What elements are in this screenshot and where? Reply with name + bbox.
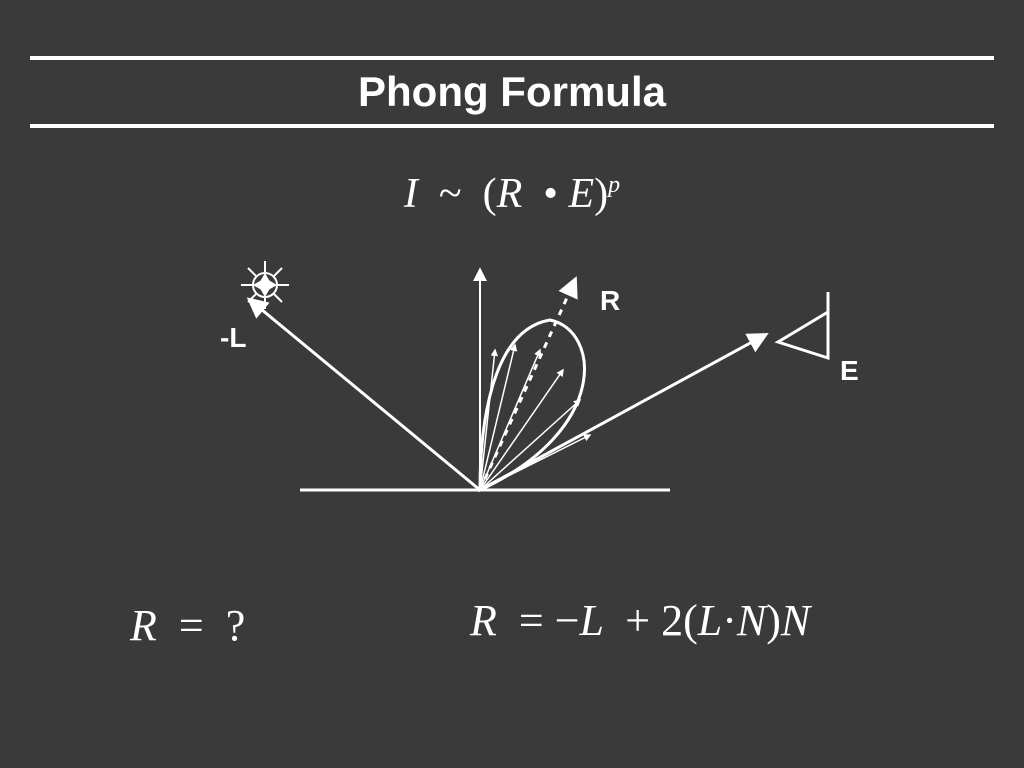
fbl-R: R: [130, 601, 157, 650]
vector-E: [480, 335, 765, 490]
fbr-sp4: [650, 596, 661, 645]
formula-E: E: [568, 171, 594, 217]
fbr-plus: +: [625, 596, 650, 645]
fbl-sp1: [168, 601, 179, 650]
label-R: R: [600, 285, 620, 317]
formula-open: (: [483, 171, 497, 217]
formula-space2: [558, 171, 569, 217]
vector-minus-L: [250, 300, 480, 490]
fbr-minus: −: [555, 596, 580, 645]
title-rule-bottom: [30, 124, 994, 128]
fbr-dot: ·: [722, 596, 737, 645]
title-rule-top: [30, 56, 994, 60]
formula-close: ): [594, 171, 608, 217]
formula-R-question: R = ?: [130, 600, 245, 651]
formula-R: R: [497, 171, 523, 217]
fbl-sp2: [204, 601, 215, 650]
fbr-R: R: [470, 596, 497, 645]
fbr-L: L: [580, 596, 604, 645]
fbr-open: (: [683, 596, 698, 645]
fbl-q: ?: [226, 601, 246, 650]
fbr-sp1: [508, 596, 519, 645]
fbr-N: N: [737, 596, 766, 645]
formula-intensity: I ~ (R • E)p: [0, 170, 1024, 218]
formula-dot: [533, 171, 544, 217]
fbr-sp2: [544, 596, 555, 645]
fbr-N2: N: [781, 596, 810, 645]
formula-tilde: [428, 171, 439, 217]
formula-tilde-sym: ~: [439, 171, 462, 217]
fbl-eq: =: [179, 601, 204, 650]
label-E: E: [840, 355, 859, 387]
fbr-sp3: [614, 596, 625, 645]
sun-icon: [241, 261, 289, 309]
slide: Phong Formula I ~ (R • E)p: [0, 0, 1024, 768]
label-minus-L: -L: [220, 322, 246, 354]
formula-space: [462, 171, 473, 217]
diagram-svg: [180, 230, 880, 550]
formula-dot-sym: •: [543, 171, 558, 217]
formula-exp: p: [608, 172, 620, 198]
fbr-eq: =: [519, 596, 544, 645]
formula-I: I: [404, 171, 418, 217]
fbr-close: ): [766, 596, 781, 645]
slide-title: Phong Formula: [0, 68, 1024, 116]
phong-diagram: -L R E: [180, 230, 880, 550]
eye-icon: [778, 292, 828, 358]
formula-R-equation: R = −L + 2(L·N)N: [470, 595, 810, 646]
fbr-L2: L: [698, 596, 722, 645]
fbr-two: 2: [661, 596, 683, 645]
